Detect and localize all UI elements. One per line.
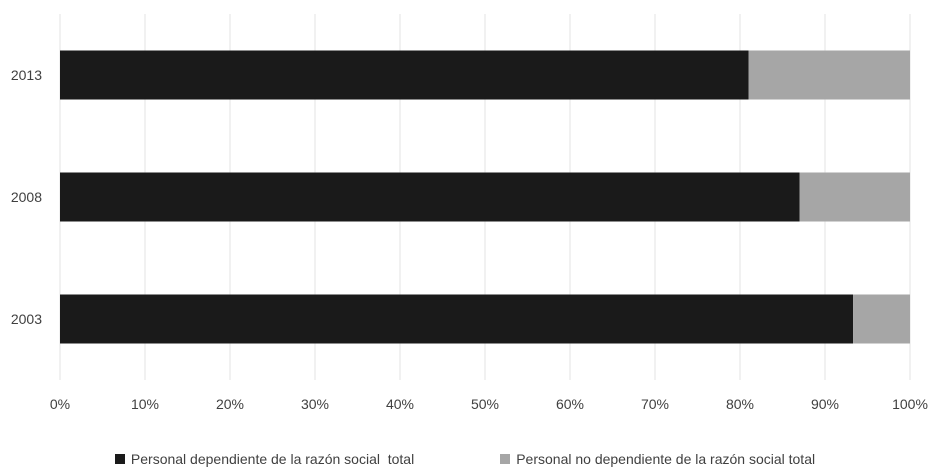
- x-tick-label: 50%: [471, 396, 499, 412]
- legend-swatch-dependiente: [114, 454, 125, 464]
- x-tick-label: 90%: [811, 396, 839, 412]
- x-axis-ticks: 0% 10% 20% 30% 40% 50% 60% 70% 80% 90% 100%: [50, 396, 928, 412]
- legend-label-no-dependiente: Personal no dependiente de la razón soci…: [516, 451, 816, 467]
- x-tick-label: 60%: [556, 396, 584, 412]
- legend-item-dependiente: Personal dependiente de la razón social …: [114, 451, 415, 467]
- x-tick-label: 70%: [641, 396, 669, 412]
- legend: Personal dependiente de la razón social …: [0, 451, 930, 467]
- y-axis-labels: 2013 2008 2003: [11, 67, 42, 327]
- y-category-label: 2008: [11, 189, 42, 205]
- x-tick-label: 20%: [216, 396, 244, 412]
- x-tick-label: 40%: [386, 396, 414, 412]
- legend-item-no-dependiente: Personal no dependiente de la razón soci…: [500, 451, 815, 467]
- y-category-label: 2013: [11, 67, 42, 83]
- bar-segment-2013-dependiente: [60, 50, 749, 100]
- bar-segment-2003-dependiente: [60, 294, 854, 344]
- bar-segment-2003-no-dependiente: [853, 294, 910, 344]
- bars: [60, 50, 910, 344]
- legend-label-dependiente: Personal dependiente de la razón social …: [130, 451, 415, 467]
- bar-segment-2008-dependiente: [60, 172, 800, 222]
- x-tick-label: 0%: [50, 396, 70, 412]
- x-tick-label: 30%: [301, 396, 329, 412]
- x-tick-label: 10%: [131, 396, 159, 412]
- y-category-label: 2003: [11, 311, 42, 327]
- stacked-bar-chart: 0% 10% 20% 30% 40% 50% 60% 70% 80% 90% 100% 201320…: [11, 14, 928, 412]
- bar-segment-2008-no-dependiente: [799, 172, 910, 222]
- legend-swatch-no-dependiente: [500, 454, 511, 464]
- x-tick-label: 80%: [726, 396, 754, 412]
- bar-segment-2013-no-dependiente: [748, 50, 910, 100]
- x-tick-label: 100%: [892, 396, 928, 412]
